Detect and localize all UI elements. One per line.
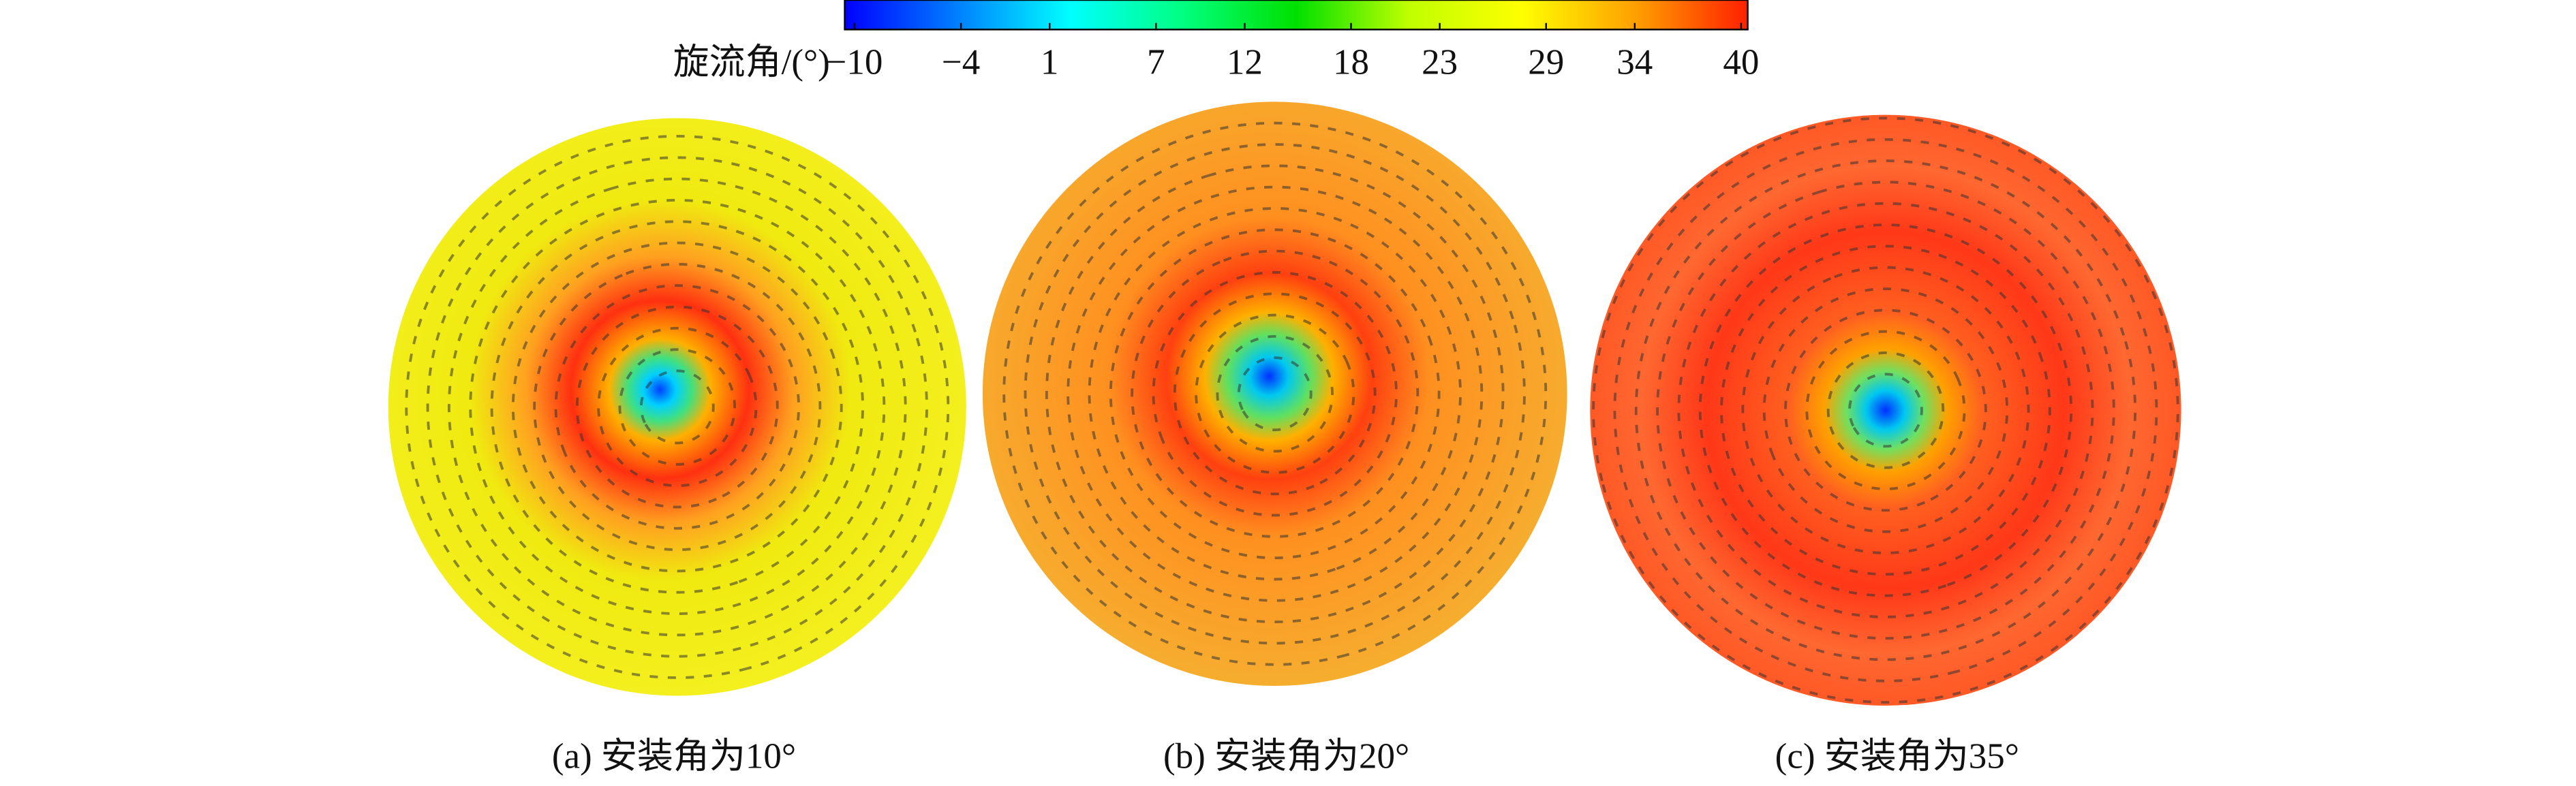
vector-ring — [1067, 185, 1484, 602]
vector-ring — [639, 369, 715, 445]
vector-ring — [1088, 207, 1462, 581]
panel: (c) 安装角为35° — [1590, 114, 2181, 776]
vector-ring — [1045, 164, 1505, 624]
vector-ring — [426, 156, 928, 658]
vector-ring — [1592, 116, 2179, 704]
vector-ring — [1173, 292, 1377, 496]
vector-ring — [618, 348, 737, 466]
vector-ring — [1826, 351, 1945, 469]
vector-ring — [554, 284, 800, 530]
colorbar — [844, 0, 1749, 31]
colorbar-tick-label: 1 — [1041, 43, 1059, 82]
vector-ring — [1216, 334, 1334, 453]
vector-ring — [405, 135, 950, 679]
vector-ring — [1656, 180, 2115, 640]
contour-field — [1590, 114, 2181, 706]
panel: (a) 安装角为10° — [388, 118, 966, 776]
colorbar-tick-label: 18 — [1333, 43, 1369, 82]
vector-ring — [1720, 245, 2051, 576]
colorbar-tick-label: 7 — [1147, 43, 1165, 82]
vector-ring — [1109, 228, 1441, 560]
vector-ring — [597, 326, 758, 488]
vector-ring — [1024, 143, 1526, 645]
colorbar-tick-label: −10 — [827, 43, 883, 82]
vector-ring — [1741, 266, 2030, 554]
vector-ring — [1195, 313, 1355, 474]
vector-ring — [1131, 249, 1420, 538]
vector-ring — [1677, 202, 2094, 618]
contour-field — [982, 101, 1567, 687]
vector-ring — [1762, 287, 2009, 533]
vector-ring — [1634, 159, 2137, 661]
vector-ring — [1698, 223, 2073, 597]
colorbar-tick-label: 29 — [1528, 43, 1564, 82]
vector-ring — [469, 198, 886, 615]
panel-caption: (c) 安装角为35° — [1775, 737, 2019, 776]
contour-field — [388, 118, 966, 696]
vector-ring — [1237, 356, 1313, 432]
vector-ring — [1784, 309, 1987, 512]
vector-ring — [575, 305, 779, 509]
vector-ring — [1805, 330, 1966, 490]
colorbar-tick-label: −4 — [942, 43, 980, 82]
panel-caption: (b) 安装角为20° — [1163, 737, 1409, 776]
colorbar-tick-label: 40 — [1723, 43, 1759, 82]
vector-ring — [1613, 138, 2158, 682]
vector-ring — [447, 177, 907, 637]
vector-ring — [1152, 270, 1398, 517]
vector-ring — [1002, 121, 1548, 666]
panel-caption: (a) 安装角为10° — [552, 737, 796, 776]
colorbar-tick-label: 23 — [1422, 43, 1458, 82]
vector-ring — [533, 262, 822, 552]
vector-ring — [511, 241, 843, 573]
colorbar-tick-label: 34 — [1616, 43, 1653, 82]
colorbar-tick-label: 12 — [1227, 43, 1263, 82]
colorbar-label: 旋流角/(°) — [673, 43, 830, 82]
panels: (a) 安装角为10° (b) 安装角为20° (c) 安装角为35° — [388, 101, 2181, 776]
panel: (b) 安装角为20° — [982, 101, 1567, 776]
